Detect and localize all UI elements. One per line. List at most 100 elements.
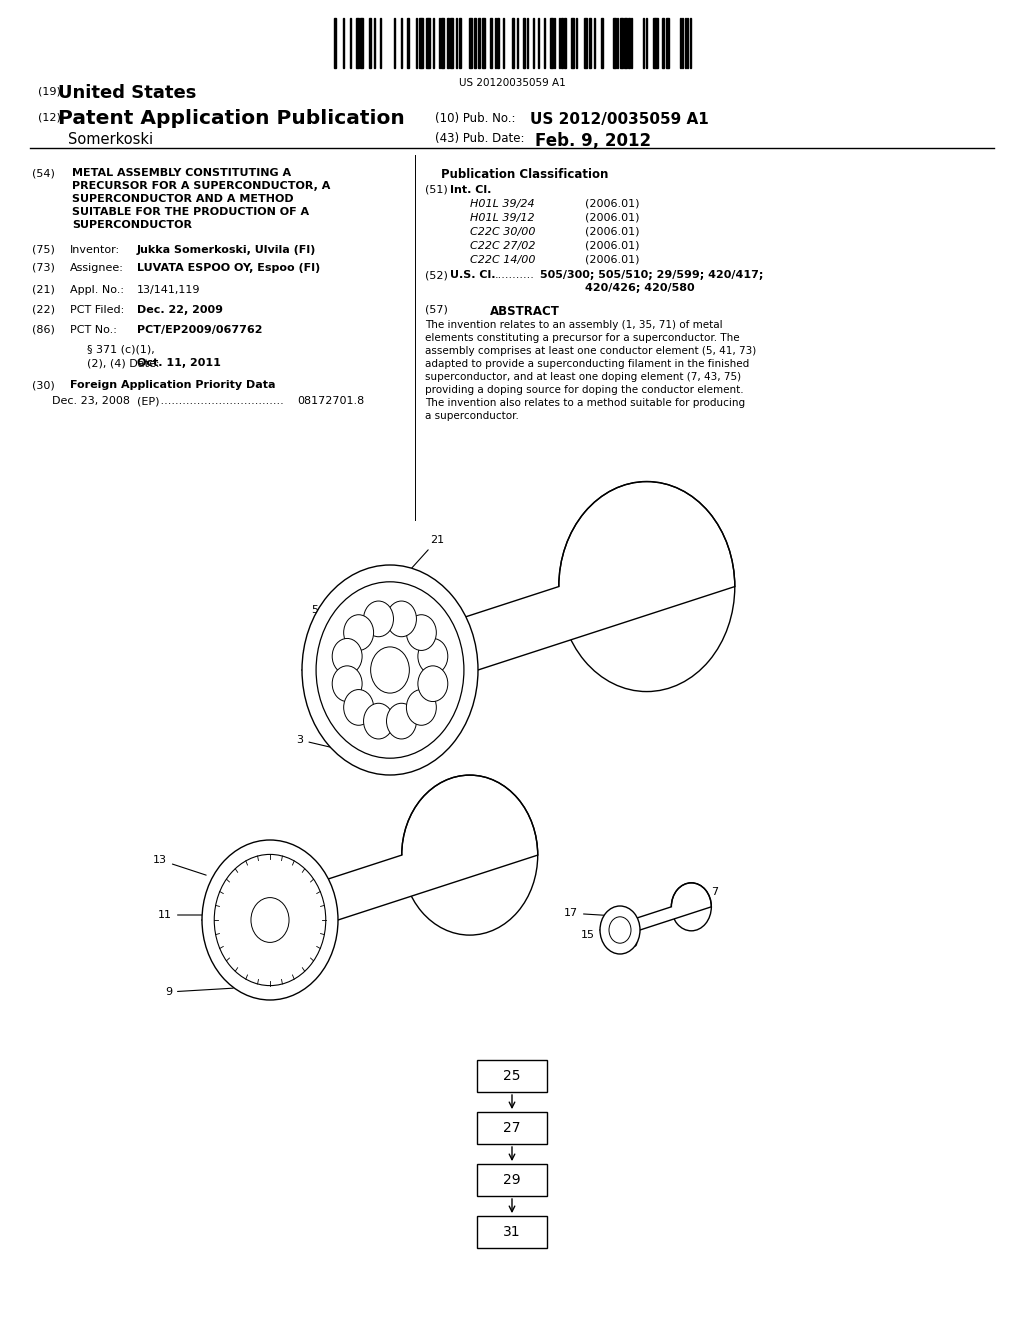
Bar (624, 18, 627, 69)
Bar (655, 18, 658, 69)
Text: C22C 27/02: C22C 27/02 (470, 242, 536, 251)
Text: 31: 31 (503, 1225, 521, 1239)
Text: (22): (22) (32, 305, 55, 315)
Text: 13: 13 (153, 855, 206, 875)
Text: 3: 3 (297, 735, 335, 748)
Ellipse shape (344, 689, 374, 725)
Text: Oct. 11, 2011: Oct. 11, 2011 (137, 358, 221, 368)
Bar (620, 18, 623, 69)
Ellipse shape (609, 917, 631, 944)
Bar (600, 18, 602, 69)
Text: C22C 30/00: C22C 30/00 (470, 227, 536, 238)
Ellipse shape (401, 775, 538, 935)
Text: (21): (21) (32, 285, 55, 294)
Bar (473, 18, 475, 69)
Text: C22C 14/00: C22C 14/00 (470, 255, 536, 265)
Text: H01L 39/12: H01L 39/12 (470, 213, 535, 223)
Bar (477, 1164, 547, 1196)
Ellipse shape (386, 601, 417, 636)
Text: a superconductor.: a superconductor. (425, 411, 519, 421)
Text: (86): (86) (32, 325, 55, 335)
Text: (2006.01): (2006.01) (585, 213, 640, 223)
Ellipse shape (418, 665, 447, 701)
Text: ..................................: .................................. (157, 396, 284, 407)
Bar (584, 18, 587, 69)
Bar (550, 18, 553, 69)
Ellipse shape (418, 639, 447, 675)
Bar (356, 18, 359, 69)
Bar (477, 1216, 547, 1247)
Text: Foreign Application Priority Data: Foreign Application Priority Data (70, 380, 275, 389)
Bar (421, 18, 423, 69)
Polygon shape (302, 586, 735, 671)
Ellipse shape (386, 704, 417, 739)
Text: § 371 (c)(1),: § 371 (c)(1), (87, 345, 155, 355)
Bar (441, 18, 444, 69)
Text: (30): (30) (32, 380, 54, 389)
Bar (428, 18, 430, 69)
Text: (2006.01): (2006.01) (585, 199, 640, 209)
Bar (459, 18, 461, 69)
Text: Int. Cl.: Int. Cl. (450, 185, 492, 195)
Text: Somerkoski: Somerkoski (68, 132, 154, 147)
Text: (EP): (EP) (137, 396, 160, 407)
Text: ABSTRACT: ABSTRACT (490, 305, 560, 318)
Text: U.S. Cl.: U.S. Cl. (450, 271, 496, 280)
Text: 5: 5 (311, 605, 356, 632)
Ellipse shape (371, 647, 410, 693)
Text: Publication Classification: Publication Classification (441, 168, 608, 181)
Text: Dec. 22, 2009: Dec. 22, 2009 (137, 305, 223, 315)
Bar (478, 18, 480, 69)
Bar (477, 1111, 547, 1144)
Text: 505/300; 505/510; 29/599; 420/417;: 505/300; 505/510; 29/599; 420/417; (540, 271, 763, 280)
Bar (407, 18, 409, 69)
Text: METAL ASSEMBLY CONSTITUTING A: METAL ASSEMBLY CONSTITUTING A (72, 168, 291, 178)
Text: (10) Pub. No.:: (10) Pub. No.: (435, 112, 515, 125)
Ellipse shape (364, 704, 393, 739)
Text: Feb. 9, 2012: Feb. 9, 2012 (535, 132, 651, 150)
Ellipse shape (364, 601, 393, 636)
Bar (426, 18, 427, 69)
Text: adapted to provide a superconducting filament in the finished: adapted to provide a superconducting fil… (425, 359, 750, 370)
Text: 420/426; 420/580: 420/426; 420/580 (585, 282, 694, 293)
Ellipse shape (302, 565, 478, 775)
Text: Dec. 23, 2008: Dec. 23, 2008 (52, 396, 130, 407)
Text: 19: 19 (625, 940, 639, 949)
Ellipse shape (407, 615, 436, 651)
Text: elements constituting a precursor for a superconductor. The: elements constituting a precursor for a … (425, 333, 739, 343)
Text: 5: 5 (462, 840, 497, 869)
Ellipse shape (672, 883, 712, 931)
Text: (2), (4) Date:: (2), (4) Date: (87, 358, 160, 368)
Text: ...........: ........... (495, 271, 535, 280)
Text: (51): (51) (425, 185, 447, 195)
Bar (563, 18, 565, 69)
Text: 1: 1 (639, 557, 703, 615)
Text: 13/141,119: 13/141,119 (137, 285, 201, 294)
Text: (52): (52) (425, 271, 447, 280)
Text: PRECURSOR FOR A SUPERCONDUCTOR, A: PRECURSOR FOR A SUPERCONDUCTOR, A (72, 181, 331, 191)
Text: 9: 9 (165, 987, 233, 997)
Text: 27: 27 (503, 1121, 521, 1135)
Text: 11: 11 (158, 909, 233, 920)
Text: (2006.01): (2006.01) (585, 242, 640, 251)
Bar (469, 18, 472, 69)
Text: 15: 15 (581, 931, 595, 940)
Text: 23: 23 (443, 795, 457, 805)
Bar (589, 18, 591, 69)
Text: assembly comprises at least one conductor element (5, 41, 73): assembly comprises at least one conducto… (425, 346, 757, 356)
Ellipse shape (202, 840, 338, 1001)
Text: (2006.01): (2006.01) (585, 227, 640, 238)
Text: LUVATA ESPOO OY, Espoo (FI): LUVATA ESPOO OY, Espoo (FI) (137, 263, 321, 273)
Text: (57): (57) (425, 305, 447, 315)
Bar (612, 18, 615, 69)
Text: (54): (54) (32, 168, 55, 178)
Bar (359, 18, 362, 69)
Text: SUPERCONDUCTOR AND A METHOD: SUPERCONDUCTOR AND A METHOD (72, 194, 294, 205)
Text: H01L 39/24: H01L 39/24 (470, 199, 535, 209)
Ellipse shape (407, 689, 436, 725)
Bar (481, 18, 484, 69)
Text: (75): (75) (32, 246, 55, 255)
Bar (450, 18, 453, 69)
Text: US 20120035059 A1: US 20120035059 A1 (459, 78, 565, 88)
Bar (652, 18, 654, 69)
